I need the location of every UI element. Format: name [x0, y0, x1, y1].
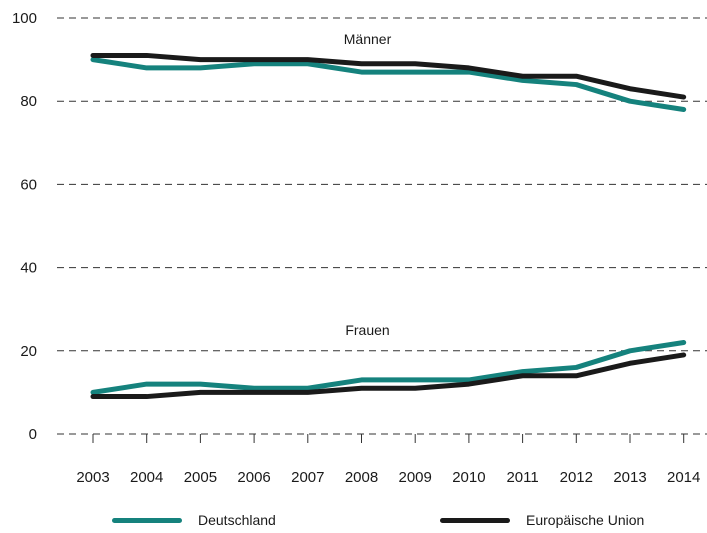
x-tick-label: 2005	[184, 469, 217, 486]
annotation-mnner: Männer	[344, 31, 392, 47]
x-tick-label: 2013	[613, 469, 646, 486]
y-tick-label: 20	[20, 343, 37, 360]
x-tick-label: 2003	[76, 469, 109, 486]
x-tick-label: 2010	[452, 469, 485, 486]
series-line-mnner-deutschland	[90, 57, 687, 113]
series-line-frauen-europischeunion	[90, 352, 687, 400]
x-tick-label: 2006	[237, 469, 270, 486]
x-tick-label: 2009	[399, 469, 432, 486]
legend-label-deutschland: Deutschland	[198, 512, 276, 528]
legend-item-eu: Europäische Union	[440, 512, 644, 528]
series-line-frauen-deutschland	[90, 339, 687, 395]
x-tick-label: 2007	[291, 469, 324, 486]
chart-annotations: Männer Frauen	[344, 31, 392, 338]
series-lines	[90, 52, 687, 400]
x-tick-label: 2011	[506, 469, 538, 486]
legend-item-deutschland: Deutschland	[112, 512, 276, 528]
x-tick-label: 2012	[560, 469, 593, 486]
y-axis-tick-labels: 0 20 40 60 80 100	[12, 10, 37, 443]
legend-swatch-deutschland	[112, 517, 182, 523]
y-tick-label: 80	[20, 93, 37, 110]
legend-label-eu: Europäische Union	[526, 512, 645, 528]
x-tick-label: 2004	[130, 469, 163, 486]
grid-lines	[57, 17, 707, 352]
series-line-mnner-europischeunion	[90, 52, 687, 100]
x-tick-label: 2008	[345, 469, 378, 486]
y-tick-label: 0	[29, 426, 37, 443]
legend-swatch-eu	[440, 517, 510, 523]
y-tick-label: 40	[20, 260, 37, 277]
x-axis: 2003 2004 2005 2006 2007 2008 2009 2010 2011 2012…	[57, 433, 707, 486]
x-tick-label: 2014	[667, 469, 700, 486]
annotation-frauen: Frauen	[345, 322, 389, 338]
y-tick-label: 60	[20, 176, 37, 193]
y-tick-label: 100	[12, 10, 37, 27]
